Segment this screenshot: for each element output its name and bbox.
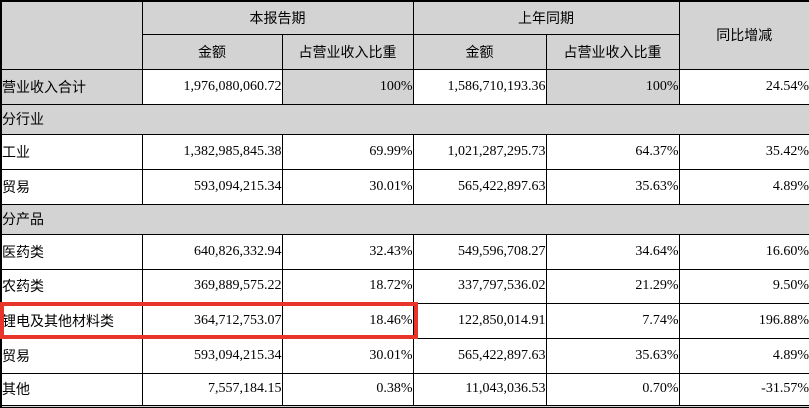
table-row-other: 其他 7,557,184.15 0.38% 11,043,036.53 0.70… (0, 372, 809, 406)
row-label: 农药类 (0, 268, 143, 304)
cell-prior-pct: 64.37% (545, 133, 680, 170)
cell-prior-amount: 565,422,897.63 (412, 168, 547, 205)
cell-current-amount: 640,826,332.94 (141, 233, 283, 270)
row-label: 营业收入合计 (0, 68, 143, 105)
row-label: 贸易 (0, 168, 143, 205)
col-header-pct-prior: 占营业收入比重 (545, 33, 680, 70)
row-label: 贸易 (0, 337, 143, 374)
col-header-pct-current: 占营业收入比重 (281, 33, 414, 70)
cell-current-pct: 100% (281, 68, 414, 105)
table-row-trade-product: 贸易 593,094,215.34 30.01% 565,422,897.63 … (0, 337, 809, 374)
cell-current-pct: 32.43% (281, 233, 414, 270)
table-row-pharma: 医药类 640,826,332.94 32.43% 549,596,708.27… (0, 233, 809, 270)
cell-current-amount: 7,557,184.15 (141, 372, 283, 406)
cell-yoy: 196.88% (678, 302, 809, 339)
cell-current-amount: 369,889,575.22 (141, 268, 283, 304)
col-header-current-period: 本报告期 (141, 0, 414, 35)
col-header-prior-period: 上年同期 (412, 0, 680, 35)
row-label: 其他 (0, 372, 143, 406)
cell-prior-amount: 122,850,014.91 (412, 302, 547, 339)
corner-cell (0, 0, 143, 70)
col-header-yoy: 同比增减 (678, 0, 809, 70)
section-row-by-industry: 分行业 (0, 103, 809, 135)
table-row-trade-industry: 贸易 593,094,215.34 30.01% 565,422,897.63 … (0, 168, 809, 205)
cell-current-pct: 69.99% (281, 133, 414, 170)
cell-current-pct: 18.72% (281, 268, 414, 304)
cell-prior-pct: 100% (545, 68, 680, 105)
cell-prior-pct: 7.74% (545, 302, 680, 339)
section-label: 分产品 (0, 203, 809, 235)
cell-yoy: 24.54% (678, 68, 809, 105)
cell-yoy: 4.89% (678, 168, 809, 205)
cell-current-amount: 364,712,753.07 (141, 302, 283, 339)
cell-prior-pct: 35.63% (545, 337, 680, 374)
header-row-periods: 本报告期 上年同期 同比增减 (0, 0, 809, 70)
section-row-by-product: 分产品 (0, 203, 809, 235)
cell-prior-amount: 11,043,036.53 (412, 372, 547, 406)
cell-yoy: 16.60% (678, 233, 809, 270)
cell-prior-amount: 565,422,897.63 (412, 337, 547, 374)
cell-current-amount: 1,382,985,845.38 (141, 133, 283, 170)
cut-off-section-row (0, 404, 809, 408)
cell-current-pct: 0.38% (281, 372, 414, 406)
table-row-pesticide: 农药类 369,889,575.22 18.72% 337,797,536.02… (0, 268, 809, 304)
cell-yoy: 4.89% (678, 337, 809, 374)
cell-prior-amount: 1,586,710,193.36 (412, 68, 547, 105)
cell-yoy: 35.42% (678, 133, 809, 170)
col-header-amount-prior: 金额 (412, 33, 547, 70)
col-header-amount-current: 金额 (141, 33, 283, 70)
table-row-industrial: 工业 1,382,985,845.38 69.99% 1,021,287,295… (0, 133, 809, 170)
cell-prior-amount: 1,021,287,295.73 (412, 133, 547, 170)
cell-yoy: 9.50% (678, 268, 809, 304)
cell-current-amount: 593,094,215.34 (141, 337, 283, 374)
cell-prior-amount: 549,596,708.27 (412, 233, 547, 270)
cut-off-section-cell (0, 404, 809, 408)
row-label: 锂电及其他材料类 (0, 302, 143, 339)
cell-prior-amount: 337,797,536.02 (412, 268, 547, 304)
row-label: 医药类 (0, 233, 143, 270)
table-row-total-revenue: 营业收入合计 1,976,080,060.72 100% 1,586,710,1… (0, 68, 809, 105)
table-row-lithium-materials: 锂电及其他材料类 364,712,753.07 18.46% 122,850,0… (0, 302, 809, 339)
row-label: 工业 (0, 133, 143, 170)
cell-current-amount: 593,094,215.34 (141, 168, 283, 205)
cell-current-amount: 1,976,080,060.72 (141, 68, 283, 105)
cell-prior-pct: 21.29% (545, 268, 680, 304)
cell-current-pct: 30.01% (281, 337, 414, 374)
cell-current-pct: 18.46% (281, 302, 414, 339)
header-row-measures: 金额 占营业收入比重 金额 占营业收入比重 (1, 33, 809, 70)
section-label: 分行业 (0, 103, 809, 135)
cell-current-pct: 30.01% (281, 168, 414, 205)
cell-yoy: -31.57% (678, 372, 809, 406)
cell-prior-pct: 35.63% (545, 168, 680, 205)
cell-prior-pct: 0.70% (545, 372, 680, 406)
cell-prior-pct: 34.64% (545, 233, 680, 270)
